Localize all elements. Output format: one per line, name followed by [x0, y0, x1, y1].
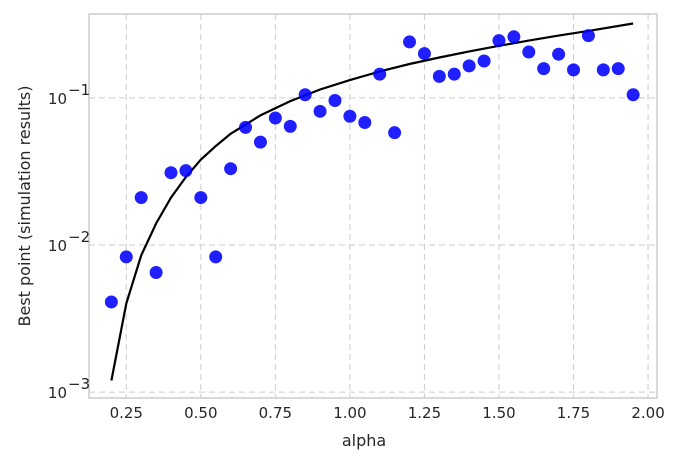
scatter-point: [224, 162, 238, 176]
y-axis-ticks: 10−310−210−1: [48, 81, 90, 402]
y-tick-label: 10: [48, 384, 67, 402]
y-tick-exponent: −3: [68, 375, 90, 393]
scatter-point: [596, 63, 610, 77]
scatter-point: [492, 34, 506, 48]
x-tick-label: 1.50: [482, 404, 515, 422]
y-tick-label: 10: [48, 90, 67, 108]
x-tick-label: 1.00: [333, 404, 366, 422]
y-axis-label: Best point (simulation results): [15, 86, 34, 327]
scatter-point: [268, 111, 282, 125]
scatter-point: [552, 47, 566, 61]
x-tick-label: 2.00: [631, 404, 664, 422]
scatter-point: [403, 35, 417, 49]
scatter-point: [253, 135, 267, 149]
scatter-point: [507, 30, 521, 44]
y-tick-label: 10: [48, 237, 67, 255]
scatter-point: [298, 88, 312, 102]
x-tick-label: 0.50: [184, 404, 217, 422]
scatter-point: [313, 104, 327, 118]
scatter-point: [104, 295, 118, 309]
scatter-point: [209, 250, 223, 264]
scatter-point: [283, 119, 297, 133]
scatter-point: [373, 67, 387, 81]
scatter-point: [179, 164, 193, 178]
scatter-point: [328, 93, 342, 107]
scatter-point: [477, 54, 491, 68]
scatter-point: [581, 29, 595, 43]
scatter-point: [537, 62, 551, 76]
scatter-point: [134, 191, 148, 205]
x-tick-label: 1.25: [408, 404, 441, 422]
scatter-point: [567, 63, 581, 77]
scatter-point: [626, 88, 640, 102]
scatter-point: [447, 67, 461, 81]
scatter-point: [462, 59, 476, 73]
grid: [89, 14, 657, 398]
y-tick-exponent: −2: [68, 228, 90, 246]
scatter-point: [432, 69, 446, 83]
x-axis-ticks: 0.25 0.50 0.75 1.00 1.25 1.50 1.75 2.00: [110, 404, 665, 422]
plot-area: [88, 13, 658, 399]
scatter-point: [611, 62, 625, 76]
scatter-point: [239, 120, 253, 134]
x-axis-label: alpha: [342, 431, 386, 450]
scatter-point: [358, 116, 372, 130]
scatter-point: [194, 191, 208, 205]
scatter-point: [388, 126, 402, 140]
y-tick-exponent: −1: [68, 81, 90, 99]
scatter-point: [417, 47, 431, 61]
x-tick-label: 0.25: [110, 404, 143, 422]
x-tick-label: 0.75: [259, 404, 292, 422]
scatter-series: [104, 29, 640, 309]
scatter-point: [119, 250, 133, 264]
scatter-point: [522, 45, 536, 59]
x-tick-label: 1.75: [557, 404, 590, 422]
scatter-point: [149, 266, 163, 280]
scatter-point: [343, 109, 357, 123]
scatter-point: [164, 166, 178, 180]
